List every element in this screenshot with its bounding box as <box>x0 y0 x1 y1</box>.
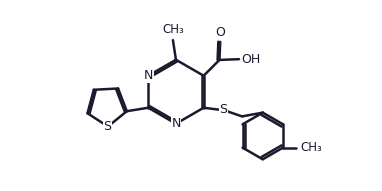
Text: N: N <box>171 117 181 130</box>
Text: OH: OH <box>241 53 260 66</box>
Text: N: N <box>144 69 153 82</box>
Text: CH₃: CH₃ <box>301 141 322 154</box>
Text: S: S <box>103 120 111 133</box>
Text: S: S <box>219 103 227 116</box>
Text: CH₃: CH₃ <box>162 23 184 36</box>
Text: O: O <box>215 26 225 39</box>
